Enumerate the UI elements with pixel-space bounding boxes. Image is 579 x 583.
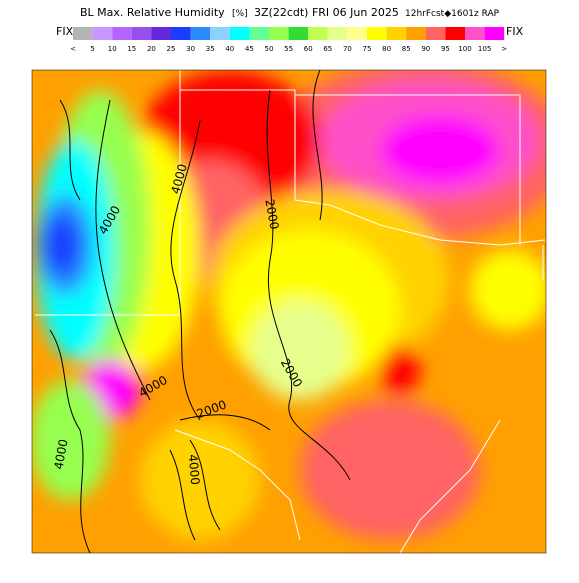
colorbar-swatch xyxy=(347,27,367,40)
run-info: 12hrFcst◆1601z RAP xyxy=(405,9,500,19)
map xyxy=(32,70,546,553)
colorbar-swatch xyxy=(465,27,485,40)
colorbar-swatch xyxy=(406,27,426,40)
colorbar-label: > xyxy=(501,45,507,53)
colorbar-label: 45 xyxy=(245,45,254,53)
colorbar-swatch xyxy=(112,27,132,40)
colorbar: <5 10 15 20 25 30 35 40 45 50 55 60 65 70 75 80 85 90 95 10… xyxy=(70,27,507,53)
colorbar-swatch xyxy=(249,27,269,40)
colorbar-label: 85 xyxy=(402,45,411,53)
colorbar-swatch xyxy=(229,27,250,40)
colorbar-swatch xyxy=(327,27,348,40)
colorbar-label: 15 xyxy=(127,45,136,53)
colorbar-label: 25 xyxy=(167,45,176,53)
colorbar-swatch xyxy=(131,27,152,40)
colorbar-swatch xyxy=(445,27,465,40)
colorbar-label: 100 xyxy=(458,45,471,53)
unit: [%] xyxy=(232,9,248,19)
colorbar-swatch xyxy=(386,27,407,40)
colorbar-swatch xyxy=(171,27,191,40)
fix-right: FIX xyxy=(506,25,524,38)
colorbar-label: 30 xyxy=(186,45,195,53)
colorbar-swatch xyxy=(308,27,328,40)
colorbar-label: 95 xyxy=(441,45,450,53)
colorbar-label: 80 xyxy=(382,45,391,53)
valid-time: 3Z(22cdt) FRI 06 Jun 2025 xyxy=(254,6,399,19)
colorbar-label: 75 xyxy=(363,45,372,53)
colorbar-label: 55 xyxy=(284,45,293,53)
colorbar-label: 90 xyxy=(421,45,430,53)
colorbar-label: 65 xyxy=(323,45,332,53)
colorbar-label: 5 xyxy=(90,45,94,53)
colorbar-label: 10 xyxy=(108,45,117,53)
colorbar-label: 20 xyxy=(147,45,156,53)
colorbar-label: < xyxy=(70,45,76,53)
colorbar-swatch xyxy=(269,27,289,40)
colorbar-label: 70 xyxy=(343,45,352,53)
title: BL Max. Relative Humidity xyxy=(80,6,225,19)
colorbar-swatch xyxy=(288,27,309,40)
colorbar-label: 60 xyxy=(304,45,313,53)
colorbar-swatch xyxy=(484,27,505,40)
colorbar-swatch xyxy=(210,27,230,40)
colorbar-swatch xyxy=(367,27,387,40)
colorbar-swatch xyxy=(73,27,93,40)
contour-label: 4000 xyxy=(186,454,203,486)
colorbar-swatch xyxy=(92,27,113,40)
colorbar-label: 105 xyxy=(478,45,491,53)
colorbar-swatch xyxy=(151,27,171,40)
contour-label: 4000 xyxy=(52,438,71,471)
colorbar-label: 50 xyxy=(265,45,274,53)
colorbar-swatch xyxy=(425,27,446,40)
colorbar-label: 40 xyxy=(225,45,234,53)
colorbar-swatch xyxy=(190,27,211,40)
colorbar-label: 35 xyxy=(206,45,215,53)
contour-label: 2000 xyxy=(262,198,281,231)
fix-left: FIX xyxy=(56,25,74,38)
